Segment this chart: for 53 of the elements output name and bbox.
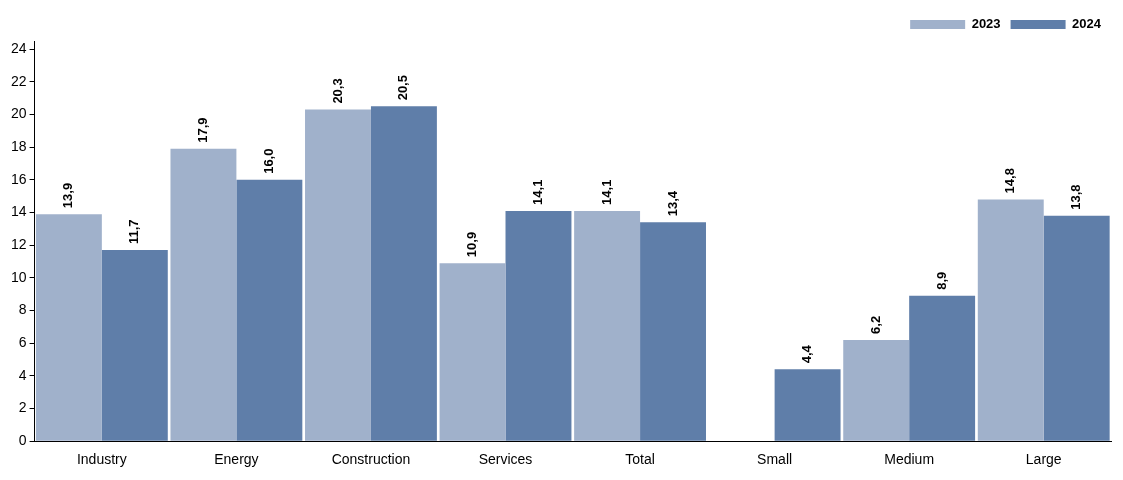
bar [909,295,976,441]
y-tick-label: 18 [10,138,27,155]
data-label: 14,1 [530,179,546,205]
bar [236,179,303,441]
x-tick-label: Medium [884,451,935,468]
bar [439,263,506,441]
data-label: 14,8 [1002,168,1018,194]
bar [843,339,910,441]
data-label: 6,2 [867,315,883,334]
x-tick-label: Large [1025,451,1062,468]
y-tick-label: 16 [10,170,27,187]
bar [35,214,102,441]
data-label: 11,7 [126,219,142,245]
x-tick-label: Energy [214,451,259,468]
bar [101,250,168,441]
data-label: 13,8 [1068,184,1084,210]
bar [774,369,841,441]
y-tick-label: 2 [18,399,27,416]
y-tick-label: 10 [10,268,27,285]
y-tick-label: 22 [10,72,27,89]
y-tick-label: 6 [18,334,27,351]
x-tick-label: Services [478,451,533,468]
data-label: 20,3 [329,78,345,104]
bar [305,109,371,441]
legend-label: 2023 [971,16,1001,32]
y-tick-label: 14 [10,203,27,220]
data-label: 4,4 [799,344,815,364]
bar [370,106,437,441]
x-tick-label: Construction [331,451,411,468]
bar [977,199,1044,441]
data-label: 13,9 [60,182,76,209]
bar [170,148,237,441]
x-tick-label: Industry [76,451,127,468]
y-tick-label: 20 [10,105,27,122]
data-label: 17,9 [195,117,211,143]
y-tick-label: 8 [18,301,27,318]
x-tick-label: Total [625,451,655,468]
y-tick-label: 4 [18,366,27,383]
bar [574,210,641,441]
data-label: 20,5 [395,75,411,101]
x-tick-label: Small [757,451,793,468]
data-label: 14,1 [598,179,614,205]
y-tick-label: 0 [18,432,27,449]
data-label: 10,9 [464,231,480,258]
data-label: 16,0 [260,148,276,174]
y-tick-label: 12 [10,236,27,253]
bar [640,222,706,441]
data-label: 8,9 [933,271,949,290]
bar [505,210,572,441]
y-tick-label: 24 [10,40,27,57]
legend-label: 2024 [1072,16,1102,32]
data-label: 13,4 [664,190,680,217]
bar [1043,215,1110,441]
